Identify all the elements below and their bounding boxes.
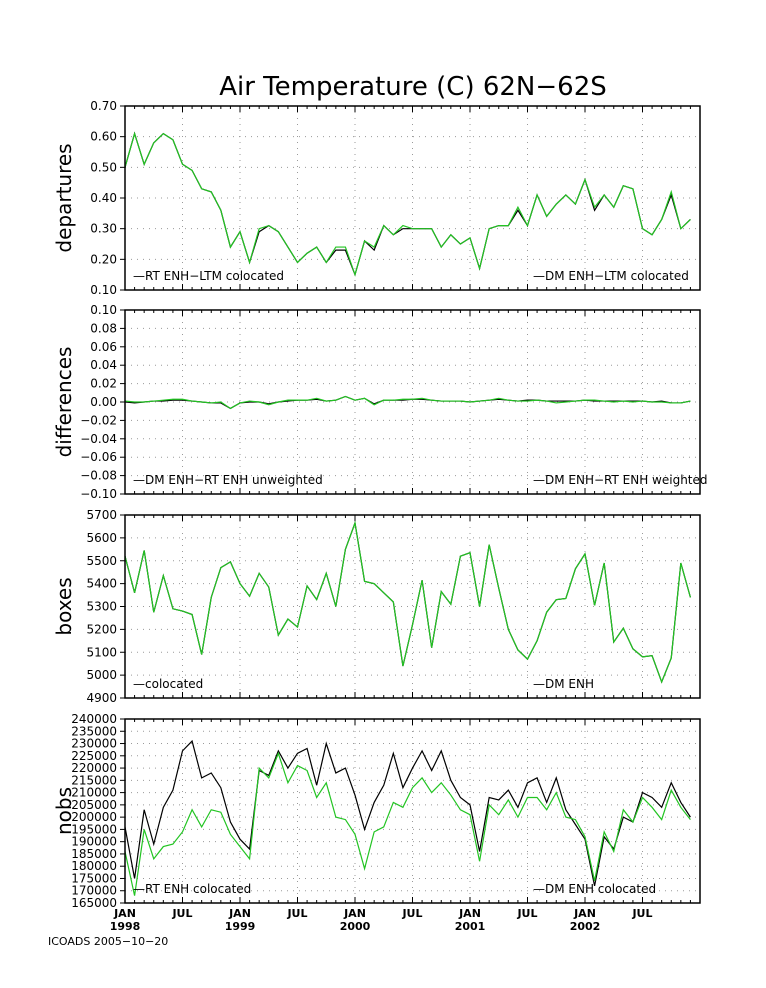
- chart-title: Air Temperature (C) 62N−62S: [219, 72, 607, 102]
- y-tick-label: 165000: [71, 896, 117, 910]
- y-tick-label: 195000: [71, 822, 117, 836]
- footer-note: ICOADS 2005−10−20: [48, 935, 168, 948]
- legend-entry: —DM ENH: [533, 677, 594, 691]
- x-tick-label: JUL: [401, 907, 422, 920]
- legend-entry: —DM ENH−LTM colocated: [533, 269, 689, 283]
- series-line-green: [124, 751, 691, 896]
- y-tick-label: 0.10: [90, 303, 117, 317]
- panel-departures: 0.10 0.20 0.30 0.40 0.50 0.60 0.70 departures —R…: [52, 99, 701, 297]
- series-line-green: [124, 520, 691, 684]
- y-tick-label: 0.20: [90, 252, 117, 266]
- x-tick-label: JAN: [343, 907, 366, 920]
- y-tick-label: −0.04: [80, 432, 117, 446]
- panel-boxes: 4900 5000 5100 5200 5300 5400 5500 5600 5700 boxe…: [52, 508, 701, 705]
- legend-entry: —DM ENH−RT ENH unweighted: [133, 473, 323, 487]
- x-tick-label: JUL: [171, 907, 192, 920]
- y-tick-label: 225000: [71, 749, 117, 763]
- x-tick-year: 2002: [570, 920, 601, 933]
- legend-entry: —DM ENH colocated: [533, 882, 656, 896]
- y-axis-label: nobs: [52, 787, 76, 835]
- y-tick-label: 235000: [71, 724, 117, 738]
- panel-frame: [124, 514, 701, 699]
- y-tick-label: 215000: [71, 773, 117, 787]
- y-tick-label: −0.02: [80, 413, 117, 427]
- x-tick-label: JAN: [228, 907, 251, 920]
- x-tick-label: JAN: [113, 907, 136, 920]
- y-tick-label: 0.70: [90, 99, 117, 113]
- y-tick-label: 210000: [71, 786, 117, 800]
- y-tick-label: 0.06: [90, 340, 117, 354]
- x-tick-label: JUL: [631, 907, 652, 920]
- y-tick-label: 0.00: [90, 395, 117, 409]
- y-tick-label: 190000: [71, 835, 117, 849]
- y-tick-label: 0.40: [90, 191, 117, 205]
- series-line-black: [124, 739, 691, 886]
- y-tick-label: 0.60: [90, 130, 117, 144]
- panel-frame: [124, 105, 701, 291]
- x-tick-year: 2001: [455, 920, 486, 933]
- y-tick-label: 0.50: [90, 160, 117, 174]
- legend-entry: —RT ENH−LTM colocated: [133, 269, 284, 283]
- y-tick-label: 4900: [86, 691, 117, 705]
- y-tick-label: 220000: [71, 761, 117, 775]
- series-line-black: [124, 131, 691, 277]
- y-axis-label: boxes: [52, 577, 76, 635]
- x-tick-year: 1998: [110, 920, 141, 933]
- y-tick-label: 0.08: [90, 321, 117, 335]
- y-axis-label: differences: [52, 347, 76, 458]
- y-tick-label: 240000: [71, 712, 117, 726]
- y-tick-label: −0.08: [80, 469, 117, 483]
- x-tick-label: JAN: [573, 907, 596, 920]
- y-tick-label: 170000: [71, 884, 117, 898]
- y-tick-label: 175000: [71, 871, 117, 885]
- y-axis-label: departures: [52, 143, 76, 252]
- y-tick-label: 0.10: [90, 283, 117, 297]
- y-tick-label: 5100: [86, 645, 117, 659]
- x-tick-label: JUL: [516, 907, 537, 920]
- panel-frame: [124, 718, 701, 904]
- x-tick-label: JUL: [286, 907, 307, 920]
- y-tick-label: 5000: [86, 668, 117, 682]
- y-tick-label: 5600: [86, 531, 117, 545]
- y-tick-label: 5200: [86, 622, 117, 636]
- legend-entry: —colocated: [133, 677, 203, 691]
- legend-entry: —RT ENH colocated: [133, 882, 251, 896]
- y-tick-label: −0.10: [80, 487, 117, 501]
- panel-frame: [124, 309, 701, 495]
- panel-differences: −0.10 −0.08 −0.06 −0.04 −0.02 0.00 0.02 0.04 0.0…: [52, 303, 708, 501]
- series-line-green: [124, 131, 691, 277]
- y-tick-label: 0.04: [90, 358, 117, 372]
- y-tick-label: 230000: [71, 737, 117, 751]
- y-tick-label: 0.30: [90, 222, 117, 236]
- y-tick-label: 200000: [71, 810, 117, 824]
- legend-entry: —DM ENH−RT ENH weighted: [533, 473, 708, 487]
- x-tick-year: 1999: [225, 920, 256, 933]
- y-tick-label: 5500: [86, 554, 117, 568]
- panel-nobs: 1650001700001750001800001850001900001950…: [52, 712, 701, 910]
- y-tick-label: 5700: [86, 508, 117, 522]
- y-tick-label: 180000: [71, 859, 117, 873]
- y-tick-label: 5300: [86, 600, 117, 614]
- x-tick-label: JAN: [458, 907, 481, 920]
- y-tick-label: 5400: [86, 577, 117, 591]
- chart-panels: 0.10 0.20 0.30 0.40 0.50 0.60 0.70 departures —R…: [52, 99, 708, 910]
- y-tick-label: −0.06: [80, 450, 117, 464]
- series-line-green: [124, 395, 691, 410]
- y-tick-label: 205000: [71, 798, 117, 812]
- y-tick-label: 0.02: [90, 377, 117, 391]
- y-tick-label: 185000: [71, 847, 117, 861]
- x-tick-year: 2000: [340, 920, 371, 933]
